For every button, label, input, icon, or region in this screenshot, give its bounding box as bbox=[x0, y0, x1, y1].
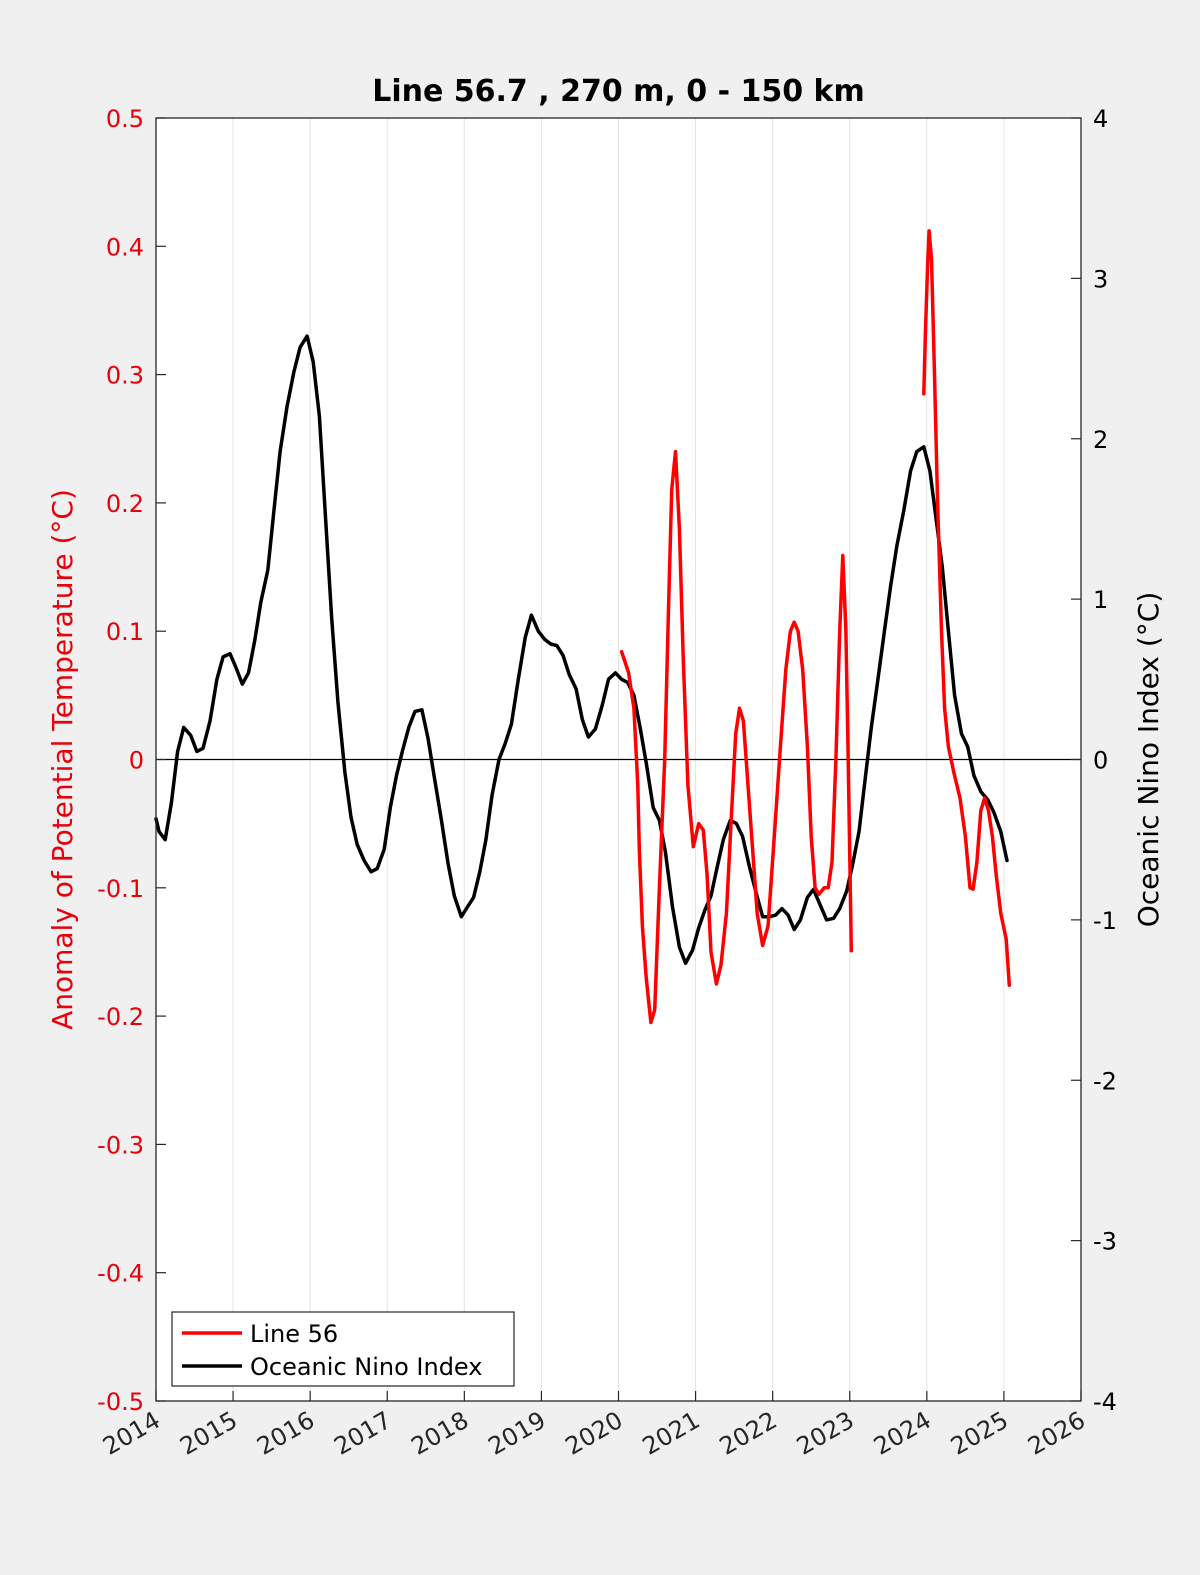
right-tick-label: 4 bbox=[1093, 105, 1108, 133]
left-tick-label: 0.5 bbox=[106, 105, 144, 133]
left-tick-label: 0 bbox=[129, 747, 144, 775]
left-tick-label: -0.5 bbox=[97, 1388, 144, 1416]
left-tick-label: -0.2 bbox=[97, 1003, 144, 1031]
series-layer bbox=[154, 229, 1012, 1025]
right-tick-label: 0 bbox=[1093, 747, 1108, 775]
right-tick-label: 3 bbox=[1093, 265, 1108, 293]
right-tick-label: -3 bbox=[1093, 1228, 1117, 1256]
left-tick-label: 0.2 bbox=[106, 490, 144, 518]
series-line-oceanic-nino-index bbox=[154, 334, 1009, 965]
left-axis-label: Anomaly of Potential Temperature (°C) bbox=[46, 489, 79, 1030]
chart-title: Line 56.7 , 270 m, 0 - 150 km bbox=[372, 74, 865, 109]
series-line-line-56-segment-1 bbox=[619, 449, 854, 1025]
left-tick-label: -0.1 bbox=[97, 875, 144, 903]
legend: Line 56 Oceanic Nino Index bbox=[171, 1311, 515, 1387]
legend-label-oceanic-nino-index: Oceanic Nino Index bbox=[250, 1353, 482, 1381]
right-tick-label: -2 bbox=[1093, 1067, 1117, 1095]
left-tick-label: -0.3 bbox=[97, 1131, 144, 1159]
left-tick-label: 0.4 bbox=[106, 233, 144, 261]
right-tick-label: 2 bbox=[1093, 426, 1108, 454]
right-tick-label: -1 bbox=[1093, 907, 1117, 935]
ticks-layer: 2014 2015 2016 2017 2018 2019 2020 2021 2022 2023… bbox=[97, 105, 1117, 1461]
legend-label-line-56: Line 56 bbox=[250, 1320, 338, 1348]
legend-box bbox=[171, 1311, 515, 1387]
right-tick-label: -4 bbox=[1093, 1388, 1117, 1416]
right-tick-label: 1 bbox=[1093, 586, 1108, 614]
series-line-line-56-segment-2 bbox=[922, 229, 1012, 988]
left-tick-label: 0.1 bbox=[106, 618, 144, 646]
left-tick-label: -0.4 bbox=[97, 1260, 144, 1288]
left-tick-label: 0.3 bbox=[106, 362, 144, 390]
right-axis-label: Oceanic Nino Index (°C) bbox=[1132, 592, 1165, 928]
